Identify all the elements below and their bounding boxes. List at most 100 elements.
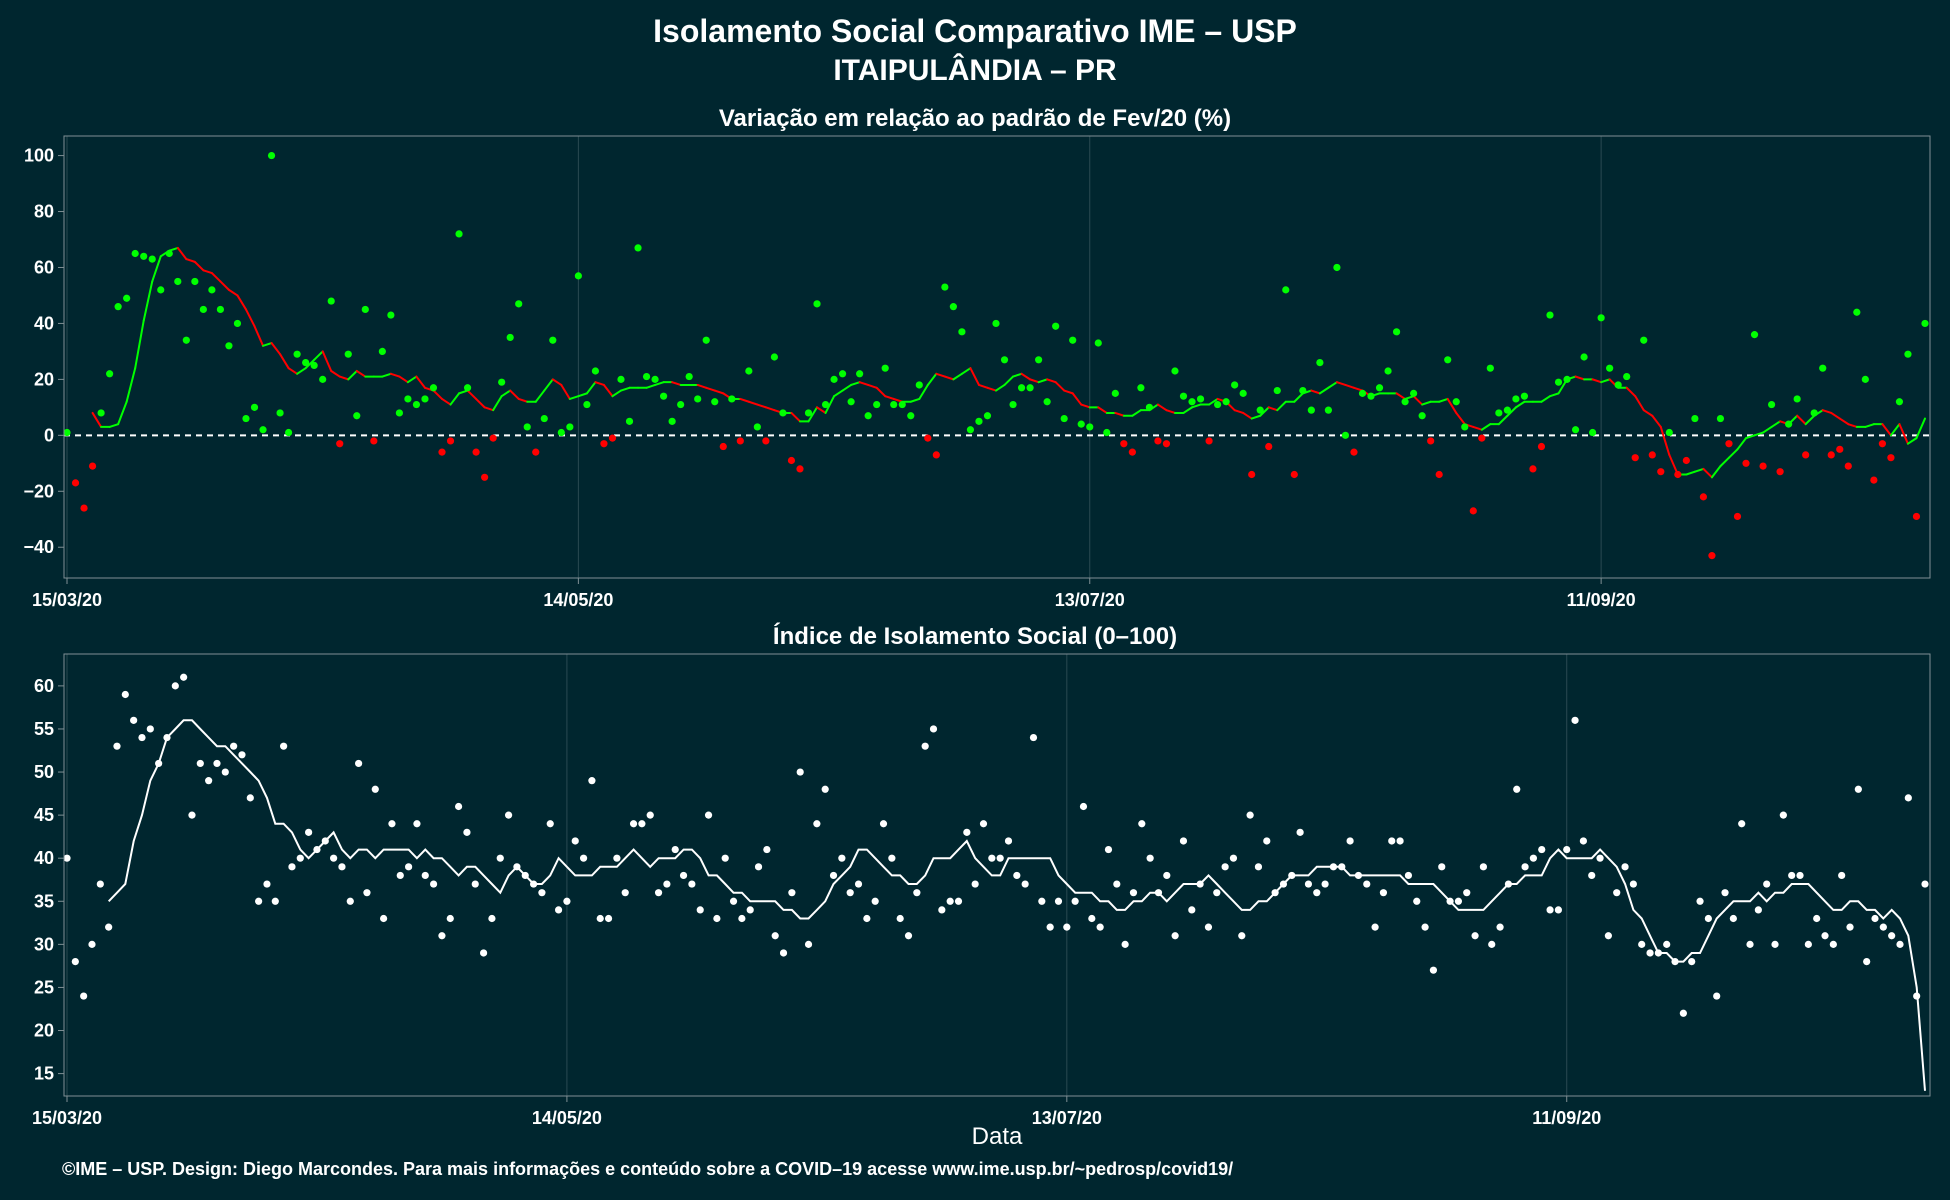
data-point [1282,286,1290,294]
data-point [571,837,579,845]
data-point [1179,392,1188,400]
data-point [949,303,957,311]
data-point [804,940,813,948]
data-point [579,854,588,862]
data-point [97,409,105,417]
data-point [1563,375,1571,383]
data-point [157,286,165,294]
data-point [1017,384,1026,392]
trend-segment [1395,392,1407,400]
data-point [378,347,386,356]
data-point [1810,409,1818,417]
data-point [188,811,196,819]
data-point [1029,733,1038,742]
data-point [1871,914,1879,923]
data-point [421,395,429,403]
trend-segment [577,392,588,398]
trend-segment [1310,389,1321,395]
trend-segment [253,325,265,347]
data-point [1162,440,1171,448]
data-point [864,412,872,420]
data-point [387,311,395,319]
data-point [1060,414,1068,423]
x-tick-label: 11/09/20 [1567,590,1636,610]
data-point [1571,426,1580,434]
data-point [1367,392,1375,400]
data-point [1046,923,1054,931]
trend-segment [1889,423,1901,437]
trend-segment [1020,372,1032,381]
data-point [1429,966,1438,974]
data-point [284,428,293,437]
data-point [1546,311,1554,319]
data-point [1691,414,1699,423]
data-point [1088,914,1096,923]
data-point [1304,880,1313,888]
trend-segment [1114,411,1125,417]
data-point [140,252,148,260]
trend-segment [1267,406,1279,412]
data-point [363,889,371,897]
trend-segment [355,369,367,378]
data-point [854,880,863,888]
trend-segment [1497,414,1509,426]
data-point [1657,468,1665,476]
data-point [1682,456,1690,465]
panel-variation-frame [63,135,1931,579]
trend-segment [1830,411,1841,420]
trend-segment [1233,409,1245,414]
data-point [532,448,540,456]
x-tick-label: 13/07/20 [1055,590,1125,610]
trend-segment [1131,409,1142,417]
trend-segment [449,392,461,406]
data-point [1404,871,1413,880]
data-point [114,303,122,311]
data-point [255,897,263,905]
trend-segment [304,358,316,370]
trend-segment [244,308,256,328]
data-point [804,409,813,417]
data-point [563,897,571,905]
data-point [1333,263,1341,272]
y-tick-label: 55 [34,719,54,739]
data-point [1238,932,1246,940]
data-point [208,286,216,294]
data-point [1246,811,1254,819]
trend-segment [1421,400,1432,406]
data-point [1145,403,1154,411]
trend-segment [1250,414,1262,420]
trend-segment [432,389,444,400]
data-point [1129,889,1138,897]
trend-segment [1012,372,1023,378]
data-point [344,350,352,358]
trend-segment [1046,378,1057,384]
data-point [113,742,121,750]
data-point [1663,940,1671,948]
data-point [1038,897,1046,905]
data-point [1863,957,1871,966]
data-point [1588,871,1596,880]
data-point [821,785,829,793]
footer-credit: ©IME – USP. Design: Diego Marcondes. Par… [62,1159,1233,1179]
data-point [1013,871,1021,880]
data-point [779,409,787,417]
trend-segment [347,369,358,381]
data-point [646,811,654,819]
trend-segment [91,411,103,428]
data-point [1452,398,1460,406]
data-point [924,434,932,442]
data-point [238,751,246,759]
data-point [753,423,761,431]
trend-segment [1659,425,1671,456]
data-point [1529,854,1538,862]
data-point [754,863,763,871]
data-point [787,456,796,465]
trend-segment [1335,381,1347,386]
trend-segment [406,375,418,384]
data-point [654,889,663,897]
trend-segment [1208,397,1219,406]
data-point [988,854,996,862]
data-point [171,682,179,690]
trend-segment [935,372,946,378]
data-point [856,370,864,378]
